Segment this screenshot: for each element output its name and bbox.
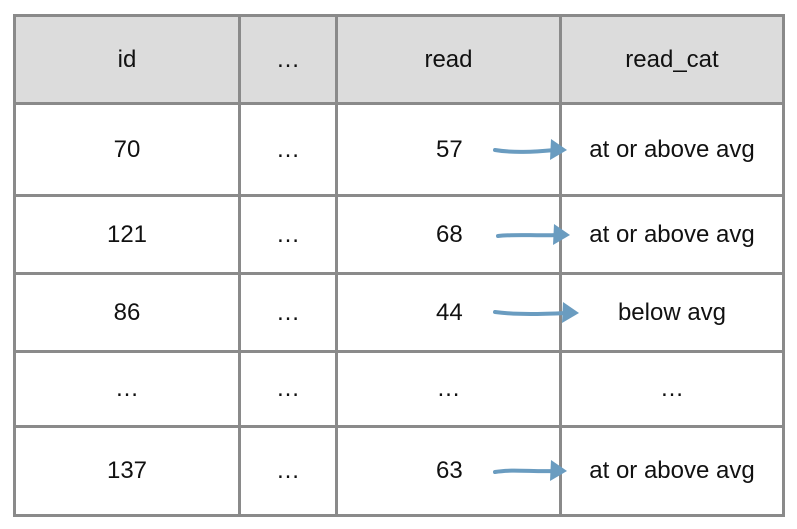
- arrow-right-icon: [496, 223, 570, 245]
- table-row: 121 … 68 at or above avg: [13, 194, 785, 275]
- cell-read: 57: [335, 102, 567, 197]
- cell-read-cat: at or above avg: [559, 425, 785, 517]
- header-read-cat: read_cat: [559, 14, 785, 105]
- cell-ellipsis: …: [238, 350, 338, 428]
- cell-read: 44: [335, 272, 579, 353]
- table-row: … … … …: [13, 350, 785, 428]
- data-table-figure: id … read read_cat 70 … 57 at or above a…: [13, 14, 785, 517]
- header-id: id: [13, 14, 241, 105]
- cell-id: 121: [13, 194, 241, 275]
- cell-read-cat-label: below avg: [617, 298, 727, 326]
- cell-read-cat-label: at or above avg: [589, 457, 755, 484]
- arrow-right-icon: [493, 460, 567, 481]
- cell-id: 70: [13, 102, 241, 197]
- cell-ellipsis: …: [238, 194, 338, 275]
- table-row: 137 … 63 at or above avg: [13, 425, 785, 517]
- cell-id: 86: [13, 272, 241, 353]
- arrow-right-icon: [493, 138, 567, 160]
- cell-read-cat-label: at or above avg: [589, 135, 755, 163]
- cell-read-cat: at or above avg: [559, 194, 785, 275]
- cell-read-value: 68: [436, 220, 463, 248]
- table-header-row: id … read read_cat: [13, 14, 785, 105]
- cell-ellipsis: …: [238, 102, 338, 197]
- header-read: read: [335, 14, 562, 105]
- table-row: 70 … 57 at or above avg: [13, 102, 785, 197]
- cell-id: 137: [13, 425, 241, 517]
- cell-ellipsis: …: [238, 272, 338, 353]
- cell-read-value: 44: [436, 298, 463, 326]
- data-table: id … read read_cat 70 … 57 at or above a…: [13, 14, 785, 517]
- cell-ellipsis: …: [238, 425, 338, 517]
- table-row: 86 … 44 below avg: [13, 272, 785, 353]
- cell-id: …: [13, 350, 241, 428]
- cell-read-value: 57: [436, 135, 463, 163]
- cell-read: 68: [335, 194, 570, 275]
- header-ellipsis: …: [238, 14, 338, 105]
- cell-read-cat: below avg: [559, 272, 785, 353]
- cell-read-cat-label: at or above avg: [589, 220, 755, 248]
- cell-read-cat: at or above avg: [559, 102, 785, 197]
- arrow-right-icon: [493, 301, 579, 323]
- cell-read: 63: [335, 425, 567, 517]
- cell-read-value: 63: [436, 457, 463, 484]
- cell-read: …: [335, 350, 562, 428]
- cell-read-cat-label: …: [660, 375, 684, 402]
- cell-read-value: …: [436, 375, 461, 402]
- cell-read-cat: …: [559, 350, 785, 428]
